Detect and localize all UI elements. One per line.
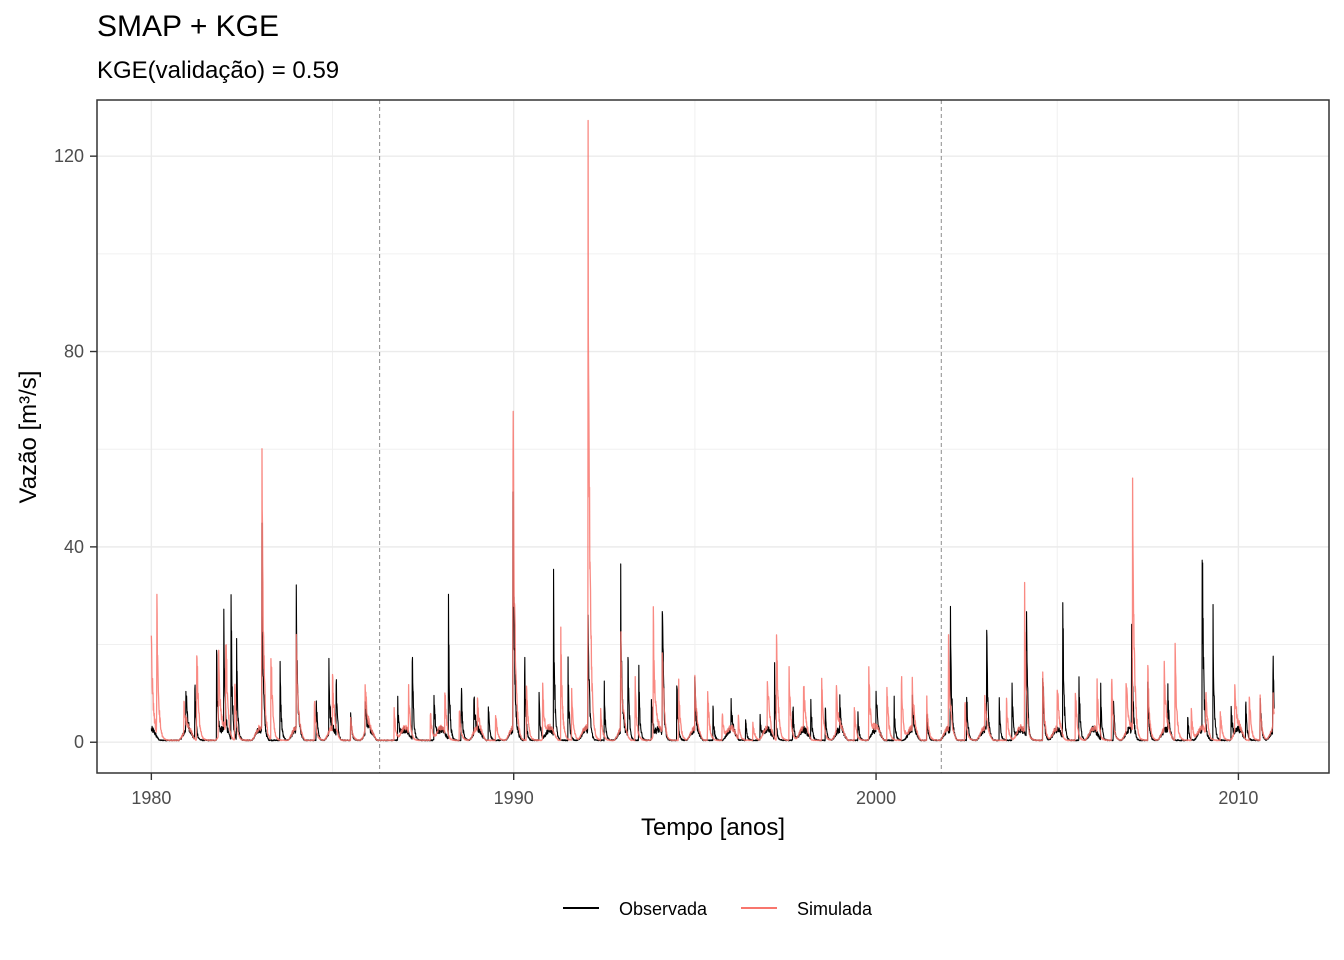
x-tick-label: 2000 [856, 788, 896, 808]
legend: Observada Simulada [563, 899, 873, 919]
y-axis-title: Vazão [m³/s] [15, 371, 42, 504]
y-tick-label: 0 [74, 732, 84, 752]
series-line-observada [150, 491, 1275, 742]
x-tick-label: 1990 [494, 788, 534, 808]
chart-subtitle: KGE(validação) = 0.59 [97, 57, 340, 84]
y-tick-label: 80 [64, 342, 84, 362]
x-axis-title: Tempo [anos] [641, 814, 785, 841]
series-layer [150, 119, 1275, 742]
legend-label-simulada: Simulada [797, 899, 873, 919]
period-dividers [379, 100, 942, 773]
grid-layer [97, 100, 1329, 773]
plot-panel-border [96, 99, 1330, 774]
axis-ticks: 1980 1990 2000 2010 0 40 80 120 [54, 146, 1258, 808]
y-tick-label: 120 [54, 146, 84, 166]
series-line-simulada [150, 119, 1275, 742]
legend-label-observada: Observada [619, 899, 708, 919]
x-tick-label: 2010 [1218, 788, 1258, 808]
chart-title: SMAP + KGE [97, 10, 280, 43]
x-tick-label: 1980 [131, 788, 171, 808]
y-tick-label: 40 [64, 537, 84, 557]
